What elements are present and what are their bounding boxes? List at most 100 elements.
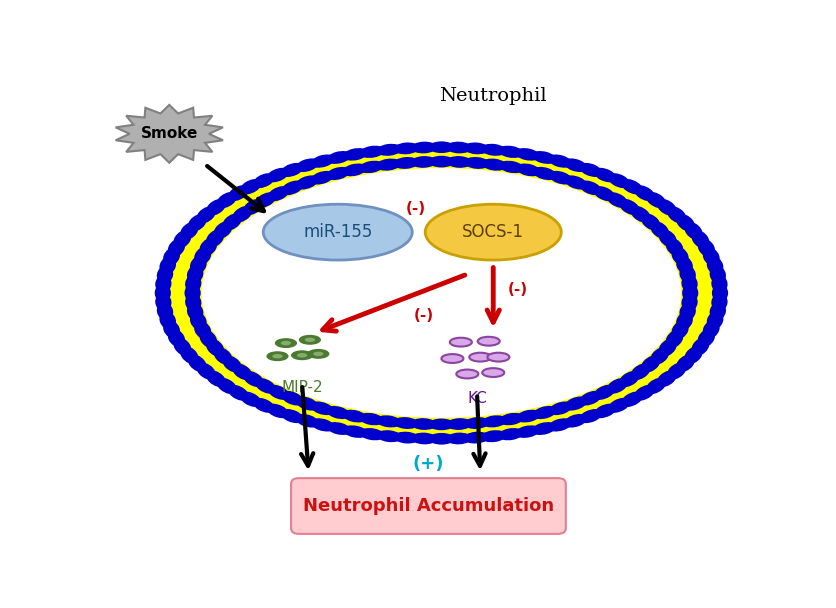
Text: Neutrophil: Neutrophil [440, 88, 547, 105]
Ellipse shape [155, 283, 171, 302]
Ellipse shape [607, 378, 628, 394]
Ellipse shape [410, 156, 436, 168]
Ellipse shape [667, 206, 686, 223]
Ellipse shape [446, 433, 472, 444]
Ellipse shape [255, 192, 276, 208]
Ellipse shape [621, 392, 643, 407]
Ellipse shape [206, 370, 226, 387]
Ellipse shape [240, 392, 262, 407]
Ellipse shape [691, 230, 710, 248]
Ellipse shape [680, 302, 696, 321]
Ellipse shape [676, 354, 695, 372]
Ellipse shape [173, 230, 191, 248]
Ellipse shape [185, 283, 201, 302]
Ellipse shape [671, 247, 689, 265]
Ellipse shape [498, 146, 523, 158]
Ellipse shape [222, 213, 242, 230]
Ellipse shape [710, 302, 726, 320]
Ellipse shape [676, 256, 693, 274]
Text: KC: KC [467, 392, 487, 406]
Ellipse shape [310, 171, 334, 184]
Ellipse shape [548, 171, 573, 184]
Ellipse shape [295, 159, 319, 172]
Ellipse shape [194, 247, 212, 265]
Ellipse shape [481, 430, 507, 442]
Ellipse shape [579, 163, 603, 177]
Ellipse shape [563, 414, 588, 427]
Ellipse shape [594, 186, 615, 201]
Ellipse shape [188, 354, 206, 372]
Ellipse shape [266, 404, 289, 418]
Ellipse shape [160, 311, 176, 330]
Ellipse shape [342, 164, 367, 176]
Ellipse shape [579, 409, 603, 423]
Ellipse shape [594, 385, 615, 400]
Text: MIP-2: MIP-2 [281, 379, 323, 395]
Ellipse shape [376, 430, 402, 442]
Ellipse shape [173, 337, 191, 356]
Ellipse shape [441, 354, 463, 363]
Ellipse shape [240, 179, 262, 195]
Ellipse shape [160, 257, 176, 275]
Ellipse shape [665, 330, 683, 348]
Ellipse shape [533, 167, 557, 180]
Ellipse shape [227, 185, 249, 201]
Ellipse shape [200, 330, 217, 348]
Text: (+): (+) [413, 455, 444, 473]
Ellipse shape [214, 221, 232, 239]
Ellipse shape [326, 422, 351, 435]
Ellipse shape [187, 265, 203, 283]
Ellipse shape [243, 199, 264, 215]
Ellipse shape [657, 199, 677, 216]
Ellipse shape [190, 312, 206, 330]
Ellipse shape [342, 410, 367, 423]
Ellipse shape [548, 401, 573, 415]
Polygon shape [115, 105, 223, 163]
Ellipse shape [641, 213, 660, 230]
Ellipse shape [268, 385, 289, 400]
Ellipse shape [295, 414, 319, 427]
Text: SOCS-1: SOCS-1 [462, 223, 524, 241]
Ellipse shape [533, 406, 557, 419]
Ellipse shape [227, 385, 249, 401]
Ellipse shape [155, 274, 171, 293]
Ellipse shape [180, 222, 198, 240]
Ellipse shape [295, 396, 319, 410]
Ellipse shape [263, 204, 412, 260]
Ellipse shape [410, 418, 436, 430]
Ellipse shape [482, 159, 507, 171]
Ellipse shape [641, 356, 660, 373]
Ellipse shape [659, 230, 677, 247]
Ellipse shape [681, 274, 698, 293]
Ellipse shape [680, 265, 696, 283]
Text: Neutrophil Accumulation: Neutrophil Accumulation [303, 497, 554, 515]
Text: (-): (-) [414, 308, 434, 323]
Ellipse shape [482, 368, 504, 377]
Ellipse shape [281, 391, 303, 406]
Ellipse shape [463, 432, 489, 444]
Ellipse shape [516, 164, 541, 176]
Text: (-): (-) [507, 282, 528, 297]
Ellipse shape [682, 283, 698, 302]
Ellipse shape [482, 415, 507, 427]
Ellipse shape [685, 346, 703, 364]
Ellipse shape [681, 293, 698, 312]
Ellipse shape [308, 350, 329, 358]
Ellipse shape [711, 293, 727, 311]
Ellipse shape [243, 371, 264, 387]
Ellipse shape [359, 161, 384, 173]
Ellipse shape [268, 352, 288, 361]
Ellipse shape [481, 144, 507, 156]
Ellipse shape [607, 192, 628, 208]
Ellipse shape [477, 337, 500, 345]
Ellipse shape [676, 312, 693, 330]
Ellipse shape [185, 293, 201, 312]
Ellipse shape [304, 337, 315, 342]
Ellipse shape [292, 351, 313, 359]
Ellipse shape [206, 199, 226, 216]
Ellipse shape [281, 181, 303, 195]
FancyBboxPatch shape [291, 478, 566, 534]
Ellipse shape [188, 214, 206, 232]
Ellipse shape [314, 351, 324, 356]
Ellipse shape [160, 145, 723, 441]
